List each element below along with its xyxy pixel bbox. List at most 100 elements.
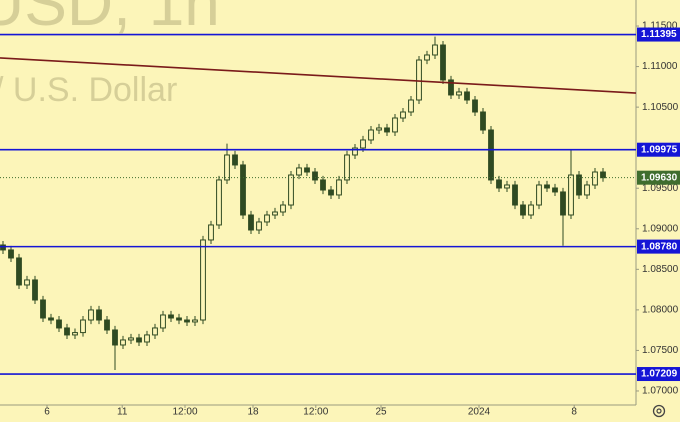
- candle-body: [200, 239, 206, 321]
- candles: [0, 36, 606, 370]
- candle-body: [360, 139, 366, 149]
- candle-body: [312, 171, 318, 181]
- candle-body: [80, 319, 86, 334]
- candle-body: [504, 184, 510, 189]
- candle-body: [224, 154, 230, 181]
- candle-body: [160, 314, 166, 329]
- candle-body: [600, 171, 606, 179]
- settings-icon[interactable]: [652, 404, 666, 418]
- candle-body: [152, 327, 158, 336]
- candle-body: [88, 309, 94, 321]
- watermark-name: / U.S. Dollar: [0, 71, 177, 109]
- x-tick-label: 2024: [468, 407, 491, 418]
- y-tick-label: 1.08500: [642, 264, 679, 275]
- candle-body: [208, 224, 214, 241]
- candle-body: [368, 129, 374, 141]
- candle-body: [320, 179, 326, 191]
- candle-body: [584, 184, 590, 196]
- candle-body: [0, 244, 6, 251]
- candle-body: [192, 319, 198, 323]
- x-tick-label: 8: [571, 407, 577, 418]
- candle-body: [8, 249, 14, 259]
- candle-body: [560, 191, 566, 216]
- candle-body: [544, 184, 550, 189]
- y-tick-label: 1.08000: [642, 305, 679, 316]
- candle-body: [432, 44, 438, 56]
- level-box: [637, 239, 680, 254]
- candle-body: [416, 59, 422, 101]
- candle-body: [536, 184, 542, 206]
- candle-body: [376, 127, 382, 131]
- candle-body: [264, 214, 270, 223]
- candle-body: [472, 99, 478, 113]
- candle-body: [528, 204, 534, 216]
- candle-body: [304, 167, 310, 173]
- candle-body: [512, 184, 518, 206]
- x-tick-label: 6: [44, 407, 50, 418]
- level-box: [637, 142, 680, 157]
- candle-body: [272, 211, 278, 216]
- candle-body: [352, 147, 358, 156]
- x-tick-label: 12:00: [172, 407, 197, 418]
- last-price-box: [637, 170, 680, 185]
- candle-body: [248, 214, 254, 231]
- candle-body: [128, 337, 134, 341]
- level-box: [637, 27, 680, 42]
- candle-body: [488, 129, 494, 181]
- candle-body: [296, 167, 302, 176]
- x-tick-label: 25: [375, 407, 387, 418]
- candle-body: [344, 154, 350, 181]
- level-label: 1.11395: [641, 29, 677, 40]
- candle-body: [112, 329, 118, 346]
- candle-body: [568, 174, 574, 216]
- candle-body: [440, 44, 446, 81]
- candle-body: [32, 279, 38, 301]
- level-box: [637, 367, 680, 382]
- candle-body: [552, 187, 558, 193]
- candle-body: [520, 204, 526, 216]
- candle-body: [592, 171, 598, 186]
- last-price-label: 1.09630: [641, 172, 678, 183]
- candle-body: [176, 317, 182, 321]
- y-tick-label: 1.07500: [642, 345, 679, 356]
- x-tick-label: 11: [117, 407, 128, 418]
- candle-body: [48, 317, 54, 321]
- candle-body: [40, 299, 46, 319]
- y-tick-label: 1.11500: [642, 21, 678, 32]
- candle-body: [72, 332, 78, 336]
- candle-body: [480, 111, 486, 131]
- level-label: 1.08780: [641, 241, 678, 252]
- candle-body: [240, 164, 246, 216]
- y-tick-label: 1.11000: [642, 61, 678, 72]
- y-tick-label: 1.09000: [642, 223, 679, 234]
- x-tick-label: 12:00: [303, 407, 328, 418]
- y-tick-label: 1.07000: [642, 386, 679, 397]
- candle-body: [408, 99, 414, 113]
- candle-body: [576, 174, 582, 196]
- candle-body: [144, 334, 150, 343]
- candle-body: [168, 314, 174, 319]
- level-label: 1.07209: [641, 369, 678, 380]
- candle-body: [96, 309, 102, 321]
- candle-body: [328, 189, 334, 196]
- candle-body: [336, 179, 342, 196]
- candle-body: [496, 179, 502, 189]
- candle-body: [232, 154, 238, 166]
- y-tick-label: 1.09500: [642, 183, 679, 194]
- trend-line: [0, 57, 637, 94]
- candle-body: [56, 319, 62, 329]
- candle-body: [280, 204, 286, 213]
- candle-body: [448, 79, 454, 96]
- candle-body: [464, 91, 470, 101]
- candle-body: [120, 339, 126, 346]
- x-tick-label: 18: [247, 407, 259, 418]
- candle-body: [424, 54, 430, 61]
- candle-body: [456, 91, 462, 96]
- candle-body: [400, 111, 406, 119]
- watermark-symbol: USD, 1h: [0, 0, 220, 39]
- candle-body: [16, 257, 22, 286]
- candle-body: [136, 337, 142, 343]
